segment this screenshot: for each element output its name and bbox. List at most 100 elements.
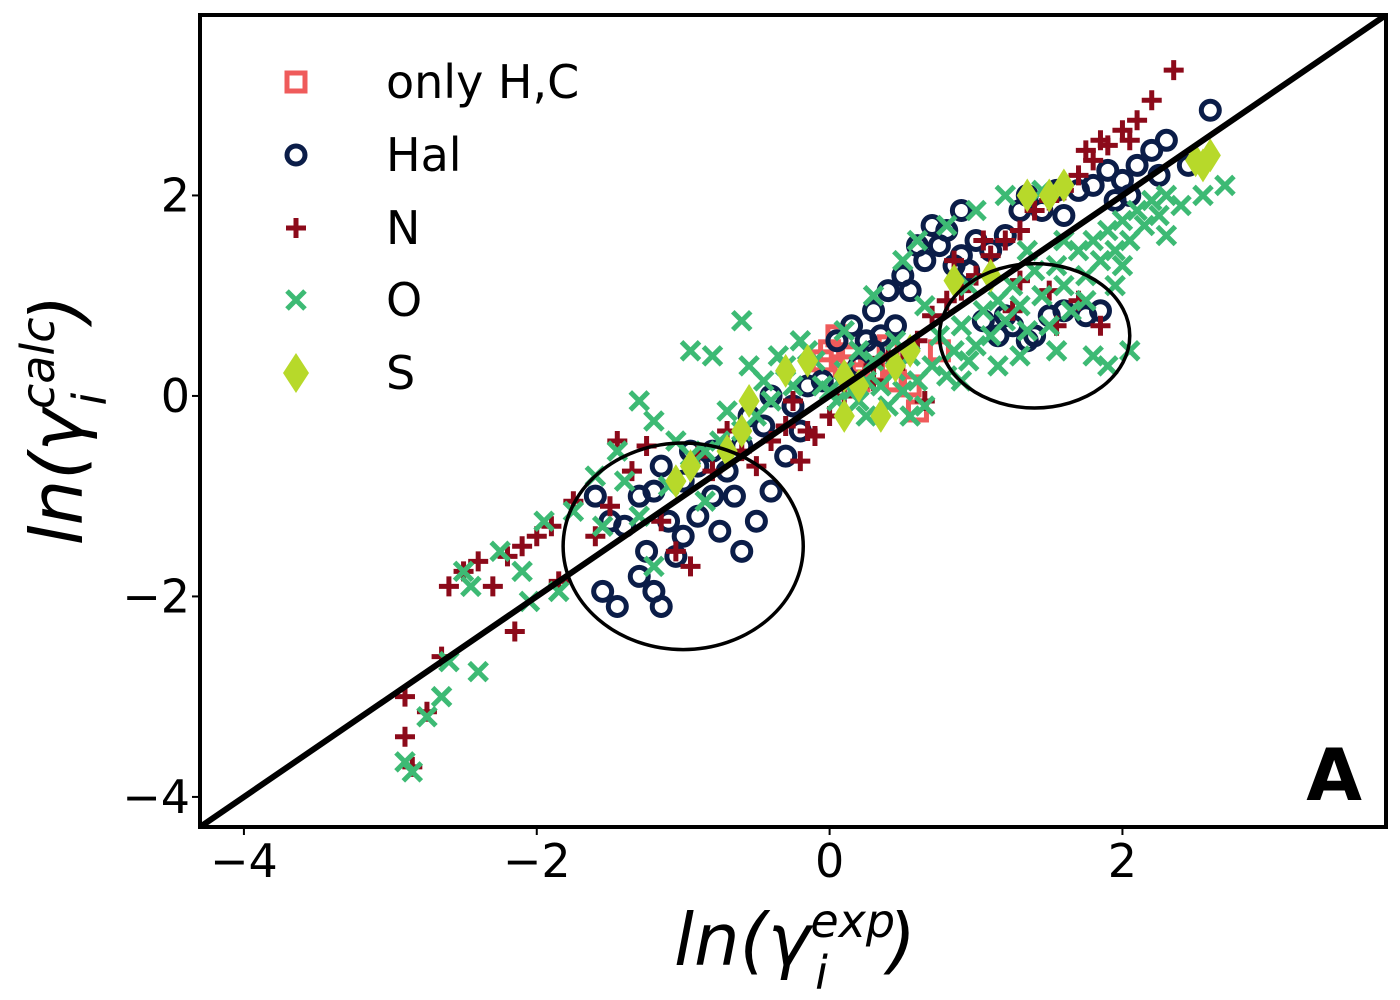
- legend-entry: only H,C: [284, 55, 579, 109]
- data-point-x: [1104, 239, 1126, 262]
- data-point-x: [1082, 345, 1104, 367]
- x-axis-title-sup: exp: [810, 894, 895, 948]
- data-point-x: [1155, 184, 1178, 207]
- legend-entry: O: [285, 273, 422, 327]
- data-point-circle: [649, 594, 673, 618]
- plot-frame: [198, 13, 1388, 829]
- data-point-circle: [1096, 158, 1120, 182]
- data-point-x: [1001, 274, 1024, 297]
- data-point-diamond: [679, 449, 702, 484]
- data-point-x: [643, 555, 665, 578]
- data-point-diamond: [797, 343, 819, 378]
- data-point-x: [1038, 314, 1060, 337]
- data-point-plus: [1119, 130, 1140, 151]
- data-point-plus: [394, 726, 415, 747]
- data-point-plus: [995, 230, 1016, 251]
- legend-marker-circle: [284, 143, 308, 167]
- data-point-plus: [482, 576, 503, 597]
- data-point-x: [533, 510, 555, 533]
- series-n: [394, 60, 1184, 777]
- series-o: [394, 174, 1236, 783]
- data-point-x: [862, 284, 885, 307]
- legend: only H,C Hal NOS: [283, 55, 579, 400]
- legend-label: N: [386, 201, 420, 255]
- data-point-plus: [468, 551, 489, 572]
- data-point-x: [628, 390, 651, 412]
- y-axis-title: ln(γcalci): [11, 295, 117, 546]
- x-tick-label: −4: [210, 834, 278, 888]
- data-point-x: [1155, 224, 1178, 247]
- data-point-diamond: [775, 353, 797, 388]
- x-axis-title-base: ln(γ: [674, 898, 814, 982]
- data-point-x: [855, 405, 877, 427]
- x-axis-title: ln(γexp i): [674, 894, 916, 1000]
- data-point-plus: [512, 536, 533, 557]
- data-point-circle: [862, 299, 886, 323]
- x-tick-label: 0: [815, 834, 844, 888]
- data-point-circle: [649, 454, 673, 478]
- data-point-circle: [949, 198, 973, 222]
- data-point-x: [1111, 254, 1134, 277]
- data-point-x: [452, 560, 475, 583]
- data-point-plus: [1009, 220, 1030, 241]
- legend-marker-square: [284, 70, 308, 94]
- data-point-circle: [913, 249, 937, 273]
- data-point-circle: [752, 414, 776, 438]
- data-point-x: [1016, 320, 1039, 342]
- data-point-x: [511, 560, 533, 583]
- data-point-x: [460, 575, 482, 598]
- legend-label: S: [386, 346, 415, 400]
- data-point-x: [1089, 249, 1112, 272]
- data-point-x: [1067, 239, 1090, 262]
- legend-marker-x: [285, 289, 307, 311]
- data-point-diamond: [1038, 178, 1060, 213]
- y-axis-title-sub: i: [63, 392, 117, 405]
- data-point-x: [892, 380, 914, 402]
- legend-label: O: [386, 273, 422, 327]
- data-point-x: [489, 540, 511, 563]
- data-point-x: [716, 400, 738, 422]
- data-point-circle: [730, 539, 754, 563]
- data-point-circle: [854, 329, 878, 353]
- data-point-circle: [591, 579, 615, 603]
- data-point-x: [833, 320, 856, 342]
- parity-line: [200, 15, 1386, 827]
- y-tick-label: 2: [161, 168, 190, 222]
- data-point-circle: [825, 329, 849, 353]
- data-point-x: [848, 340, 870, 362]
- data-point-x: [701, 345, 724, 367]
- highlight-ellipse: [937, 261, 1132, 410]
- data-point-diamond: [1053, 168, 1075, 203]
- data-point-x: [957, 350, 980, 372]
- data-point-x: [899, 405, 921, 427]
- data-point-x: [1045, 340, 1068, 362]
- panel-label: A: [1306, 733, 1362, 817]
- data-point-circle: [1140, 138, 1164, 162]
- data-point-x: [987, 355, 1009, 377]
- data-point-plus: [973, 230, 994, 251]
- data-point-x: [914, 294, 936, 317]
- data-point-plus: [504, 621, 525, 642]
- data-point-plus: [599, 496, 620, 517]
- y-axis-title-base: ln(γ: [15, 406, 99, 546]
- legend-label: Hal: [386, 128, 462, 182]
- data-point-circle: [935, 219, 959, 243]
- data-point-plus: [1141, 90, 1162, 111]
- data-point-plus: [1127, 110, 1148, 131]
- data-point-plus: [680, 556, 701, 577]
- data-point-x: [1060, 299, 1082, 322]
- data-point-x: [679, 340, 702, 362]
- data-point-x: [1126, 199, 1148, 222]
- x-axis-title-sub: i: [815, 946, 828, 1000]
- data-point-circle: [1125, 153, 1149, 177]
- data-point-circle: [759, 479, 783, 503]
- x-tick-label: 2: [1108, 834, 1137, 888]
- data-point-x: [760, 390, 782, 412]
- data-point-x: [394, 751, 416, 773]
- data-point-diamond: [1016, 178, 1038, 213]
- data-point-x: [1097, 219, 1119, 242]
- data-point-x: [1140, 189, 1163, 212]
- data-point-x: [613, 470, 636, 492]
- data-point-x: [1053, 274, 1075, 297]
